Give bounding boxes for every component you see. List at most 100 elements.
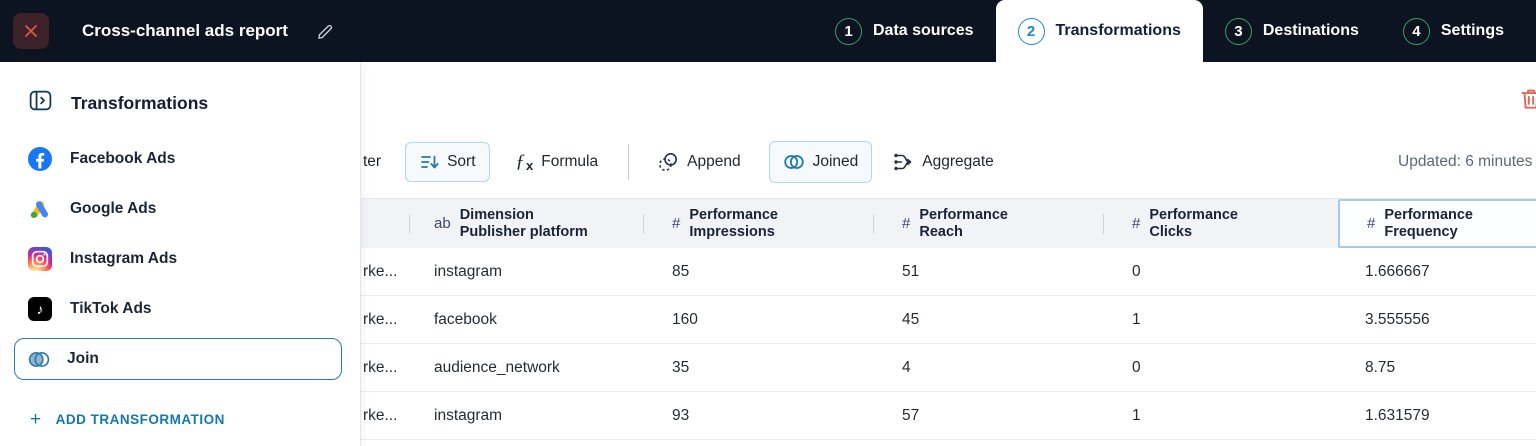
filter-button-cut[interactable]: ter — [363, 153, 382, 170]
table-cell[interactable]: rke... — [363, 262, 398, 280]
instagram-icon — [28, 247, 52, 271]
close-button[interactable] — [13, 13, 49, 49]
sidebar-item-facebook-ads[interactable]: Facebook Ads — [0, 134, 360, 184]
table-cell[interactable]: 0 — [1132, 358, 1141, 376]
sort-button[interactable]: Sort — [405, 142, 490, 182]
table-cell[interactable]: 160 — [672, 310, 698, 328]
table-row: rke... audience_network 35 4 0 8.75 — [361, 344, 1536, 392]
joined-venn-icon — [783, 155, 804, 169]
facebook-icon — [28, 147, 52, 171]
step-label: Settings — [1440, 22, 1504, 39]
table-row: rke... instagram 93 57 1 1.631579 — [361, 392, 1536, 440]
table-cell[interactable]: instagram — [434, 262, 503, 280]
table-cell[interactable]: 35 — [672, 358, 690, 376]
delete-transformation-button[interactable] — [1518, 86, 1536, 117]
join-venn-icon — [27, 347, 51, 371]
number-type-icon: # — [1132, 215, 1141, 232]
number-type-icon: # — [672, 215, 681, 232]
table-cell[interactable]: 93 — [672, 406, 690, 424]
sidebar-title: Transformations — [71, 92, 209, 113]
table-cell[interactable]: instagram — [434, 406, 503, 424]
close-icon — [25, 25, 37, 37]
sidebar-item-google-ads[interactable]: Google Ads — [0, 184, 360, 234]
table-cell[interactable]: facebook — [434, 310, 497, 328]
table-cell[interactable]: 4 — [902, 358, 911, 376]
column-header-label: Performance Reach — [919, 206, 1008, 240]
toolbar-divider — [628, 144, 630, 180]
table-cell[interactable]: 0 — [1132, 262, 1141, 280]
step-label: Data sources — [873, 22, 974, 39]
collapse-panel-icon[interactable] — [28, 88, 53, 118]
column-header-label: Performance Impressions — [689, 206, 778, 240]
sidebar-item-join[interactable]: Join — [14, 338, 342, 380]
formula-label: Formula — [541, 153, 599, 170]
column-header-frequency-selected[interactable]: # Performance Frequency — [1338, 199, 1536, 248]
sidebar-item-label: Join — [67, 350, 99, 367]
sidebar-item-label: Google Ads — [70, 200, 157, 217]
sidebar-item-label: Facebook Ads — [70, 150, 176, 167]
google-ads-icon — [28, 197, 52, 221]
column-header-label: Performance Clicks — [1149, 206, 1238, 240]
table-cell[interactable]: 1 — [1132, 406, 1141, 424]
table-cell[interactable]: rke... — [363, 406, 398, 424]
table-cell[interactable]: 8.75 — [1365, 358, 1396, 376]
joined-button[interactable]: Joined — [768, 141, 873, 183]
table-cell[interactable]: 1 — [1132, 310, 1141, 328]
table-cell[interactable]: 3.555556 — [1365, 310, 1430, 328]
table-header-row: ab Dimension Publisher platform # Perform… — [361, 198, 1536, 248]
sort-label: Sort — [447, 153, 476, 170]
tab-settings[interactable]: 4 Settings — [1381, 0, 1526, 62]
table-row: rke... instagram 85 51 0 1.666667 — [361, 248, 1536, 296]
joined-label: Joined — [812, 153, 859, 170]
table-cell[interactable]: 51 — [902, 262, 920, 280]
text-type-icon: ab — [434, 215, 451, 232]
append-icon — [659, 152, 678, 171]
add-transformation-label: ADD TRANSFORMATION — [55, 412, 225, 427]
updated-status: Updated: 6 minutes a — [1398, 153, 1536, 170]
append-label: Append — [687, 153, 741, 170]
column-header-cut[interactable] — [361, 199, 409, 248]
sidebar-item-instagram-ads[interactable]: Instagram Ads — [0, 234, 360, 284]
tab-transformations[interactable]: 2 Transformations — [995, 0, 1203, 62]
column-header-label: Dimension Publisher platform — [459, 206, 588, 240]
table-cell[interactable]: 45 — [902, 310, 920, 328]
step-number: 4 — [1402, 17, 1430, 45]
sidebar-item-label: Instagram Ads — [70, 250, 178, 267]
table-cell[interactable]: rke... — [363, 310, 398, 328]
transformations-sidebar: Transformations Facebook Ads Google Ads — [0, 62, 361, 446]
tiktok-icon: ♪ — [28, 297, 52, 321]
column-header-publisher-platform[interactable]: ab Dimension Publisher platform — [409, 199, 643, 248]
add-transformation-button[interactable]: + ADD TRANSFORMATION — [30, 410, 360, 429]
trash-icon — [1521, 89, 1536, 109]
step-label: Transformations — [1055, 22, 1181, 39]
step-label: Destinations — [1262, 22, 1359, 39]
edit-title-icon[interactable] — [316, 21, 336, 46]
column-header-reach[interactable]: # Performance Reach — [873, 199, 1103, 248]
column-header-impressions[interactable]: # Performance Impressions — [643, 199, 873, 248]
table-cell[interactable]: 57 — [902, 406, 920, 424]
column-header-label: Performance Frequency — [1384, 206, 1473, 240]
append-button[interactable]: Append — [657, 151, 741, 173]
top-header-bar: Cross-channel ads report 1 Data sources … — [0, 0, 1536, 62]
aggregate-button[interactable]: Aggregate — [892, 151, 994, 173]
aggregate-icon — [894, 153, 912, 171]
table-cell[interactable]: audience_network — [434, 358, 560, 376]
column-header-clicks[interactable]: # Performance Clicks — [1103, 199, 1338, 248]
table-cell[interactable]: 1.666667 — [1365, 262, 1430, 280]
tab-data-sources[interactable]: 1 Data sources — [813, 0, 996, 62]
tab-destinations[interactable]: 3 Destinations — [1203, 0, 1381, 62]
step-number: 2 — [1017, 17, 1045, 45]
table-cell[interactable]: rke... — [363, 358, 398, 376]
table-cell[interactable]: 1.631579 — [1365, 406, 1430, 424]
step-number: 1 — [835, 17, 862, 45]
sidebar-item-tiktok-ads[interactable]: ♪ TikTok Ads — [0, 284, 360, 334]
sort-icon — [421, 155, 439, 169]
report-title: Cross-channel ads report — [82, 21, 288, 40]
table-cell[interactable]: 85 — [672, 262, 690, 280]
stepper: 1 Data sources 2 Transformations 3 Desti… — [813, 0, 1526, 62]
number-type-icon: # — [1367, 215, 1376, 232]
